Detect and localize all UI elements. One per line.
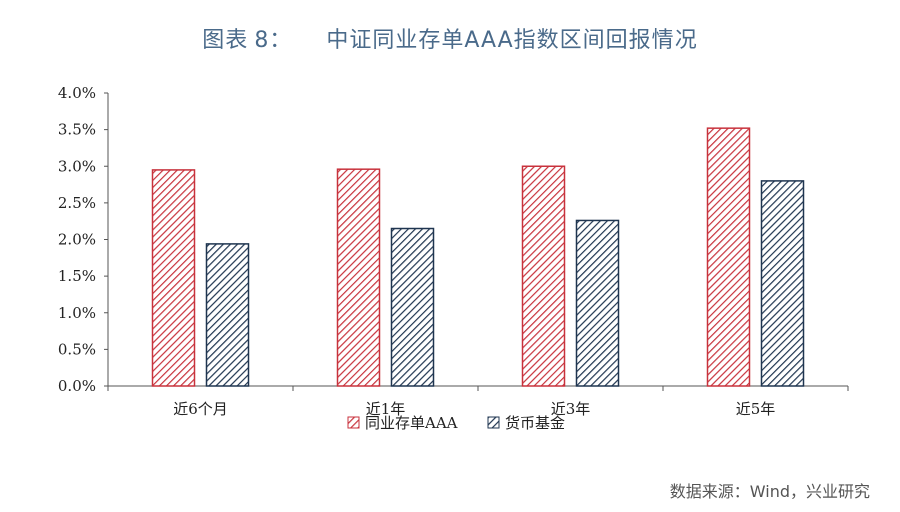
chart-title: 图表 8： 中证同业存单AAA指数区间回报情况 bbox=[0, 22, 900, 54]
bar-series-1 bbox=[706, 127, 751, 387]
legend-swatch bbox=[487, 416, 500, 429]
legend-label: 同业存单AAA bbox=[365, 414, 458, 432]
legend-label: 货币基金 bbox=[505, 414, 565, 432]
y-tick-label: 2.0% bbox=[58, 231, 96, 249]
title-prefix: 图表 bbox=[202, 28, 249, 53]
bar-series-1 bbox=[151, 169, 196, 387]
x-tick-label: 近6个月 bbox=[173, 400, 228, 418]
legend: 同业存单AAA 货币基金 bbox=[347, 414, 565, 432]
x-tick-label: 近3年 bbox=[551, 400, 591, 418]
bar-series-2 bbox=[760, 180, 805, 387]
bar-series-2 bbox=[575, 219, 620, 387]
y-tick-label: 3.5% bbox=[58, 121, 96, 139]
legend-swatch bbox=[347, 416, 360, 429]
y-tick-label: 0.0% bbox=[58, 377, 96, 395]
bar-series-2 bbox=[205, 243, 250, 387]
bars bbox=[151, 127, 805, 387]
y-tick-label: 2.5% bbox=[58, 194, 96, 212]
x-tick-label: 近5年 bbox=[736, 400, 776, 418]
y-tick-label: 4.0% bbox=[58, 84, 96, 102]
y-tick-label: 1.0% bbox=[58, 304, 96, 322]
data-source: 数据来源：Wind，兴业研究 bbox=[669, 482, 870, 501]
y-tick-label: 0.5% bbox=[58, 340, 96, 358]
y-tick-label: 3.0% bbox=[58, 157, 96, 175]
bar-series-1 bbox=[521, 165, 566, 387]
title-text: 中证同业存单AAA指数区间回报情况 bbox=[326, 28, 698, 53]
bar-series-2 bbox=[390, 227, 435, 387]
bar-chart: 0.0% 0.5% 1.0% 1.5% 2.0% 2.5% 3.0% 3.5% 4.0% 近6个月… bbox=[58, 84, 849, 432]
y-tick-label: 1.5% bbox=[58, 267, 96, 285]
x-tick-label: 近1年 bbox=[366, 400, 406, 418]
title-number: 8： bbox=[254, 28, 293, 53]
bar-series-1 bbox=[336, 168, 381, 387]
